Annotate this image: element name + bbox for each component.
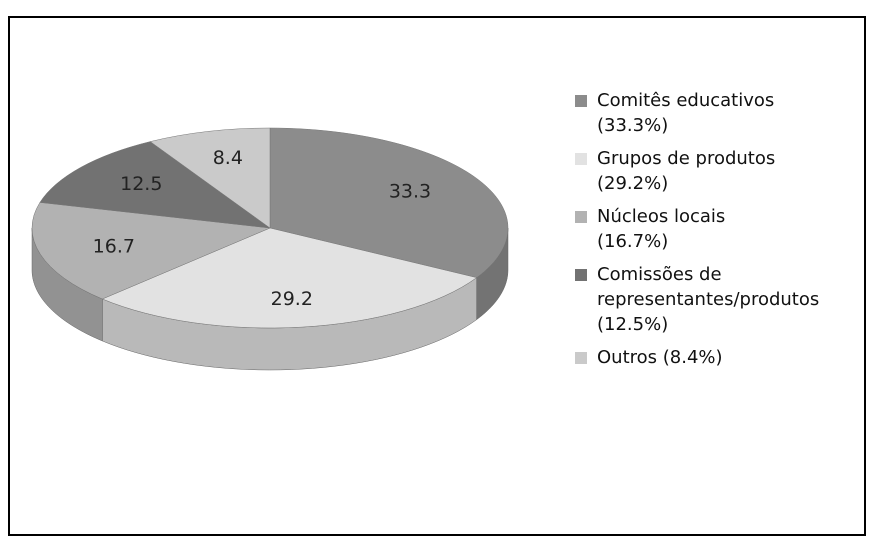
slice <box>269 127 509 278</box>
legend-swatch <box>575 269 587 281</box>
legend-label: Comitês educativos (33.3%) <box>597 90 775 136</box>
legend-swatch <box>575 153 587 165</box>
legend: Comitês educativos (33.3%) Grupos de prod… <box>575 88 865 378</box>
legend-item: Núcleos locais (16.7%) <box>575 204 865 254</box>
data-label: 29.2 <box>271 288 313 310</box>
data-label: 33.3 <box>389 180 431 202</box>
data-label: 12.5 <box>120 173 162 195</box>
legend-swatch <box>575 95 587 107</box>
slice <box>39 141 271 229</box>
legend-swatch <box>575 352 587 364</box>
legend-label: Outros (8.4%) <box>597 347 723 368</box>
legend-label: Grupos de produtos (29.2%) <box>597 148 776 194</box>
slice <box>31 202 271 300</box>
data-label: 16.7 <box>93 235 135 257</box>
legend-swatch <box>575 211 587 223</box>
slice <box>149 127 271 229</box>
legend-item: Comitês educativos (33.3%) <box>575 88 865 138</box>
legend-item: Grupos de produtos (29.2%) <box>575 146 865 196</box>
legend-label: Núcleos locais (16.7%) <box>597 206 726 252</box>
data-label: 8.4 <box>213 147 243 169</box>
legend-label: Comissões de representantes/produtos (12… <box>597 264 820 335</box>
legend-item: Outros (8.4%) <box>575 345 865 370</box>
legend-item: Comissões de representantes/produtos (12… <box>575 262 865 337</box>
slice <box>101 227 478 329</box>
